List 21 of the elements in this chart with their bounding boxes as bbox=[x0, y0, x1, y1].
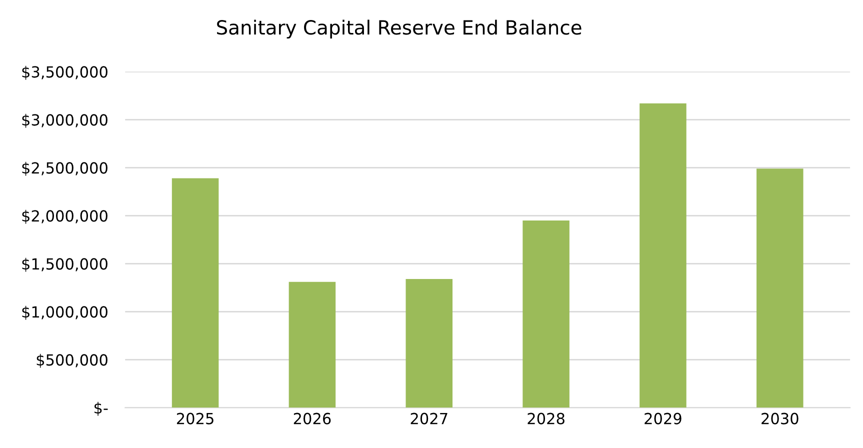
bar bbox=[756, 168, 804, 408]
bar bbox=[522, 220, 570, 408]
bar bbox=[172, 178, 219, 408]
y-tick-label: $- bbox=[94, 402, 108, 416]
x-tick-label: 2028 bbox=[528, 412, 564, 424]
y-tick-label: $2,000,000 bbox=[22, 210, 108, 224]
y-tick-label: $3,500,000 bbox=[22, 66, 108, 80]
x-tick-label: 2025 bbox=[176, 412, 214, 424]
x-tick-label: 2029 bbox=[644, 412, 682, 424]
y-tick-label: $2,500,000 bbox=[22, 162, 108, 176]
y-tick-label: $3,000,000 bbox=[22, 114, 108, 128]
y-tick-label: $500,000 bbox=[36, 354, 108, 368]
y-tick-label: $1,000,000 bbox=[22, 306, 108, 320]
chart-title: Sanitary Capital Reserve End Balance bbox=[217, 20, 582, 39]
bar bbox=[640, 103, 686, 408]
x-tick-label: 2030 bbox=[762, 412, 798, 424]
x-tick-label: 2027 bbox=[410, 412, 448, 424]
x-tick-label: 2026 bbox=[294, 412, 331, 424]
y-tick-label: $1,500,000 bbox=[22, 258, 108, 272]
bar bbox=[406, 279, 453, 408]
bar bbox=[288, 282, 336, 408]
